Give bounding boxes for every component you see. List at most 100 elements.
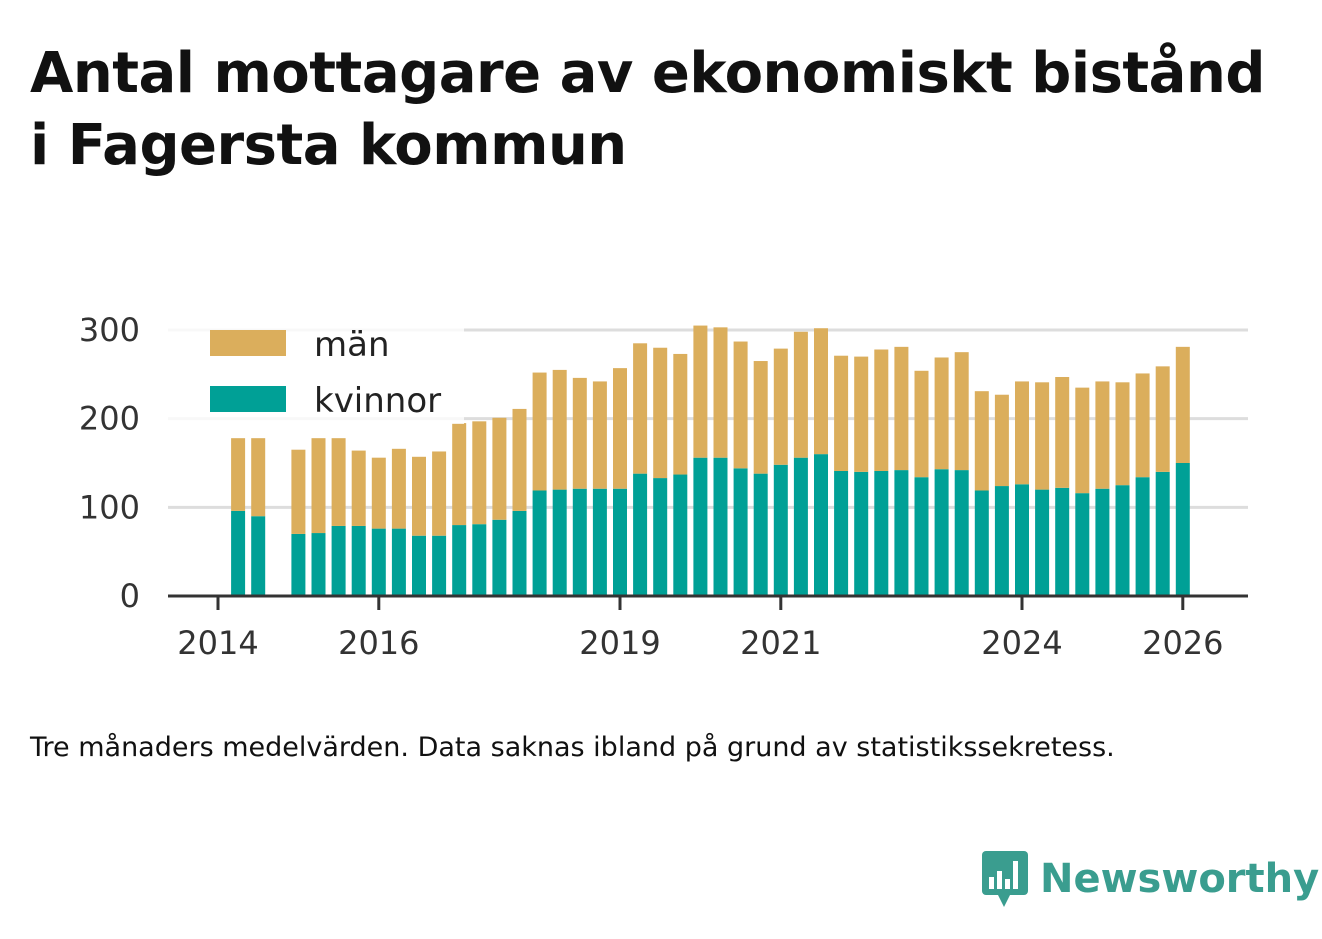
- bar-kvinnor: [432, 535, 447, 596]
- bar-man: [613, 368, 627, 489]
- bar-kvinnor: [653, 478, 668, 596]
- axes: 0 100 200 300 2014 2016 2019 2021 2024 2026: [79, 311, 1248, 662]
- bar-kvinnor: [613, 488, 627, 596]
- bar-man: [1055, 376, 1070, 488]
- bar-man: [994, 394, 1009, 487]
- bar-man: [1135, 373, 1150, 478]
- bar-kvinnor: [673, 474, 688, 596]
- bar-man: [291, 449, 306, 534]
- y-tick-label: 300: [79, 311, 140, 349]
- bar-man: [592, 381, 607, 489]
- bar-man: [773, 348, 788, 465]
- bar-man: [532, 372, 547, 491]
- bar-kvinnor: [412, 535, 426, 596]
- bar-man: [733, 341, 748, 469]
- bar-man: [572, 377, 587, 489]
- bar-kvinnor: [773, 464, 788, 596]
- bar-kvinnor: [753, 473, 768, 596]
- bar-kvinnor: [994, 486, 1009, 596]
- bar-kvinnor: [1035, 489, 1050, 596]
- bar-man: [432, 451, 447, 536]
- bar-man: [653, 347, 668, 479]
- bar-man: [854, 356, 869, 472]
- bar-man: [351, 450, 366, 526]
- bar-man: [954, 352, 969, 471]
- bar-kvinnor: [311, 533, 326, 596]
- bar-kvinnor: [934, 469, 949, 596]
- bar-man: [512, 408, 527, 511]
- bar-man: [874, 349, 889, 471]
- legend-label-man: män: [314, 325, 390, 365]
- y-tick-label: 200: [79, 400, 140, 438]
- bar-kvinnor: [231, 510, 246, 596]
- x-tick-label: 2021: [740, 624, 821, 662]
- bar-kvinnor: [391, 528, 406, 596]
- bar-kvinnor: [693, 457, 708, 596]
- bar-man: [1115, 382, 1130, 486]
- bar-kvinnor: [251, 516, 266, 596]
- footnote: Tre månaders medelvärden. Data saknas ib…: [30, 732, 1115, 763]
- y-tick-label: 100: [79, 488, 140, 526]
- y-tick-label: 0: [120, 577, 140, 615]
- bar-man: [331, 438, 346, 526]
- x-tick-label: 2026: [1142, 624, 1223, 662]
- bar-man: [311, 438, 326, 534]
- bar-man: [251, 438, 266, 517]
- bar-kvinnor: [914, 477, 929, 596]
- legend-swatch-kvinnor: [210, 386, 286, 412]
- bar-man: [834, 355, 849, 471]
- bar-man: [1075, 387, 1090, 494]
- bar-man: [793, 331, 808, 458]
- bar-man: [552, 369, 567, 490]
- bar-kvinnor: [1055, 487, 1070, 596]
- bar-kvinnor: [492, 519, 507, 596]
- legend-swatch-man: [210, 330, 286, 356]
- bar-kvinnor: [1115, 485, 1130, 596]
- bar-kvinnor: [713, 457, 728, 596]
- x-tick-label: 2016: [338, 624, 419, 662]
- bar-kvinnor: [532, 490, 547, 596]
- bar-kvinnor: [1075, 493, 1090, 596]
- bar-man: [412, 456, 426, 536]
- bar-kvinnor: [351, 525, 366, 596]
- bar-man: [452, 423, 467, 526]
- bar-kvinnor: [512, 510, 527, 596]
- bar-man: [693, 325, 708, 458]
- bar-kvinnor: [1155, 471, 1170, 596]
- bar-man: [814, 328, 828, 455]
- bar-kvinnor: [371, 528, 386, 596]
- bar-man: [1095, 381, 1110, 489]
- bar-kvinnor: [814, 454, 828, 596]
- bars: [231, 325, 1190, 596]
- newsworthy-logo-icon: [982, 851, 1028, 907]
- bar-man: [633, 343, 648, 474]
- bar-man: [934, 357, 949, 470]
- bar-man: [492, 417, 507, 520]
- bar-man: [974, 391, 989, 491]
- legend: män kvinnor: [166, 322, 464, 424]
- bar-kvinnor: [974, 490, 989, 596]
- bar-kvinnor: [1135, 477, 1150, 596]
- bar-man: [1015, 381, 1029, 485]
- bar-man: [914, 370, 929, 478]
- brand-logo: Newsworthy: [980, 848, 1319, 910]
- bar-man: [753, 361, 768, 474]
- bar-kvinnor: [452, 525, 467, 596]
- bar-kvinnor: [1095, 488, 1110, 596]
- x-tick-label: 2024: [981, 624, 1062, 662]
- bar-kvinnor: [854, 471, 869, 596]
- bar-man: [713, 327, 728, 458]
- bar-kvinnor: [894, 470, 909, 596]
- bar-kvinnor: [572, 488, 587, 596]
- x-tick-label: 2019: [579, 624, 660, 662]
- bar-man: [231, 438, 246, 511]
- brand-name: Newsworthy: [1040, 856, 1320, 902]
- bar-kvinnor: [793, 457, 808, 596]
- bar-man: [894, 346, 909, 471]
- bar-man: [371, 457, 386, 529]
- x-tick-label: 2014: [177, 624, 258, 662]
- bar-kvinnor: [874, 470, 889, 596]
- legend-label-kvinnor: kvinnor: [314, 381, 441, 421]
- bar-man: [1175, 346, 1190, 463]
